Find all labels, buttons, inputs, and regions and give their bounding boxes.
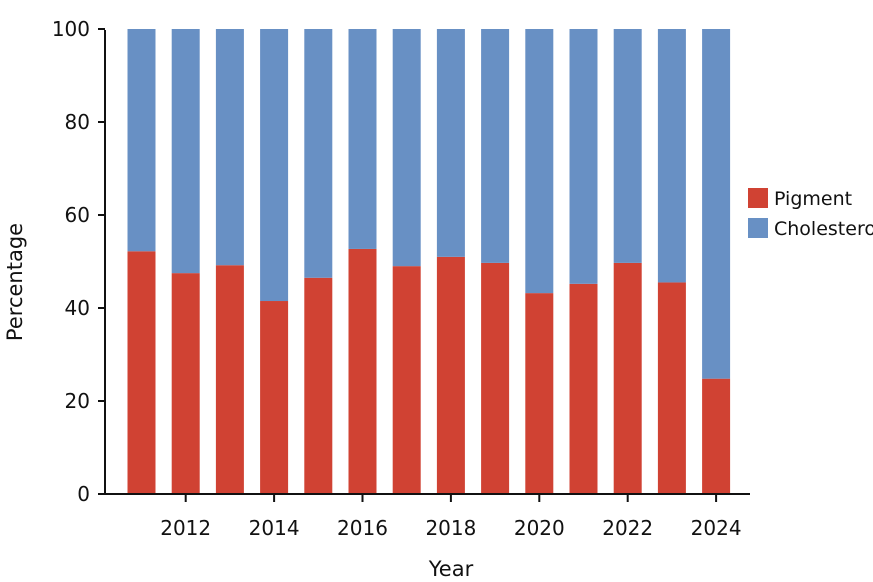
bar-pigment-2016 — [348, 248, 377, 494]
y-tick-label: 80 — [65, 110, 90, 134]
bar-cholesterol-2014 — [260, 29, 289, 302]
legend-swatch-cholesterol — [748, 218, 768, 238]
y-tick-label: 40 — [65, 296, 90, 320]
bar-pigment-2011 — [127, 251, 156, 494]
x-tick-label: 2018 — [425, 516, 476, 540]
bar-pigment-2020 — [525, 293, 554, 494]
axes-group — [104, 30, 750, 495]
bar-pigment-2024 — [702, 378, 731, 494]
bar-pigment-2015 — [304, 277, 333, 494]
legend-swatch-pigment — [748, 188, 768, 208]
y-axis-title: Percentage — [3, 223, 27, 341]
bar-pigment-2019 — [481, 262, 510, 494]
bar-cholesterol-2011 — [127, 29, 156, 252]
x-tick-label: 2012 — [160, 516, 211, 540]
y-tick-label: 60 — [65, 203, 90, 227]
y-tick-label: 0 — [77, 482, 90, 506]
bar-pigment-2018 — [436, 256, 465, 494]
x-tick-label: 2014 — [249, 516, 300, 540]
bar-cholesterol-2017 — [392, 29, 421, 267]
x-tick-label: 2024 — [691, 516, 742, 540]
y-tick-label: 20 — [65, 389, 90, 413]
bar-cholesterol-2012 — [171, 29, 200, 274]
x-axis-title: Year — [428, 557, 474, 581]
x-tick-label: 2016 — [337, 516, 388, 540]
x-ticks-group: 2012 2014 2016 2018 2020 2022 2024 — [160, 494, 742, 540]
bar-cholesterol-2019 — [481, 29, 510, 263]
bar-pigment-2017 — [392, 266, 421, 494]
y-ticks-group: 0 20 40 60 80 100 — [52, 17, 105, 506]
x-tick-label: 2020 — [514, 516, 565, 540]
bar-pigment-2013 — [215, 265, 244, 494]
bar-cholesterol-2024 — [702, 29, 731, 379]
legend-label-pigment: Pigment — [774, 188, 852, 210]
bar-cholesterol-2018 — [436, 29, 465, 257]
bar-pigment-2023 — [657, 282, 686, 494]
bar-cholesterol-2022 — [613, 29, 642, 263]
legend: Pigment Cholesterol — [748, 188, 873, 240]
bar-cholesterol-2013 — [215, 29, 244, 266]
bar-pigment-2021 — [569, 283, 598, 494]
bar-pigment-2012 — [171, 273, 200, 495]
bar-cholesterol-2021 — [569, 29, 598, 284]
legend-label-cholesterol: Cholesterol — [774, 218, 873, 240]
bar-cholesterol-2023 — [657, 29, 686, 283]
x-tick-label: 2022 — [602, 516, 653, 540]
bars-group — [127, 29, 731, 495]
bar-cholesterol-2020 — [525, 29, 554, 294]
y-tick-label: 100 — [52, 17, 90, 41]
bar-pigment-2022 — [613, 262, 642, 494]
bar-cholesterol-2015 — [304, 29, 333, 278]
bar-cholesterol-2016 — [348, 29, 377, 249]
bar-pigment-2014 — [260, 301, 289, 494]
